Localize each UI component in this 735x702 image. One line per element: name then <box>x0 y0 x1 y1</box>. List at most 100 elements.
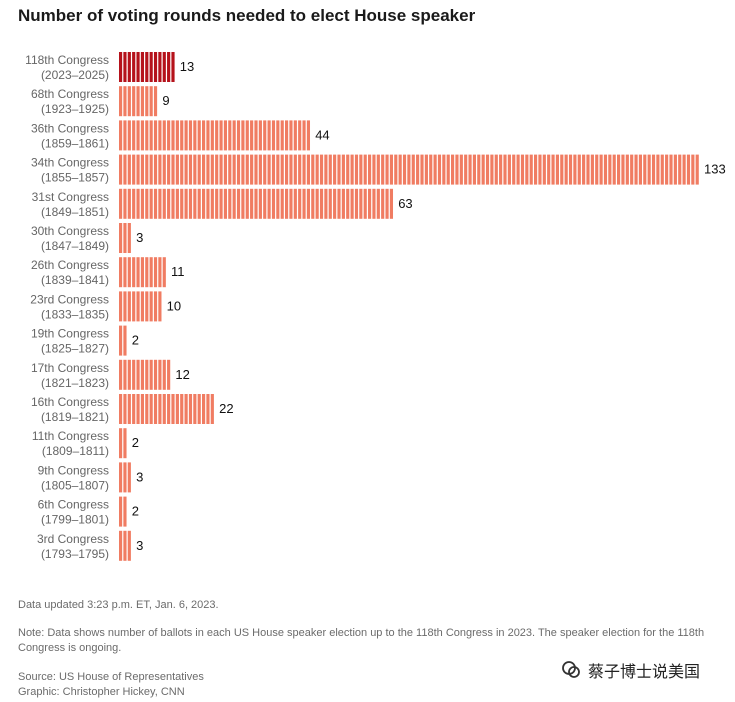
bar-segment <box>682 154 686 185</box>
bar-segment <box>149 359 153 390</box>
bar-segment <box>656 154 660 185</box>
bar-segment <box>158 154 162 185</box>
bar-segment <box>180 120 184 151</box>
bar-segment <box>547 154 551 185</box>
bar-segment <box>577 154 581 185</box>
bar-segment <box>149 257 153 288</box>
bar-segment <box>298 188 302 219</box>
bar-segment <box>228 154 232 185</box>
bar-segment <box>188 120 193 151</box>
bar-segment <box>245 188 249 219</box>
bar-segment <box>612 154 616 185</box>
bar-segment <box>516 154 520 185</box>
bar-segment <box>420 154 424 185</box>
bar-segment <box>162 188 166 219</box>
watermark-text: 蔡子博士说美国 <box>588 664 701 681</box>
bar-segment <box>298 120 302 151</box>
bar-segment <box>263 120 267 151</box>
bar <box>119 291 162 322</box>
bar-segment <box>638 154 643 185</box>
bar-segment <box>132 257 136 288</box>
bar-segment <box>149 291 153 322</box>
bar-segment <box>171 120 175 151</box>
bar-segment <box>333 154 337 185</box>
bar-segment <box>140 188 145 219</box>
bar-segment <box>481 154 485 185</box>
bar-segment <box>507 154 511 185</box>
bar-segment <box>258 120 262 151</box>
bar-segment <box>529 154 533 185</box>
bar-segment <box>193 154 197 185</box>
bar-segment <box>276 120 280 151</box>
bar-segment <box>254 188 258 219</box>
bar-segment <box>119 291 123 322</box>
bar-segment <box>437 154 442 185</box>
value-label: 2 <box>132 333 139 348</box>
bar-segment <box>551 154 555 185</box>
category-years-label: (1809–1811) <box>42 444 109 458</box>
bar-segment <box>210 154 214 185</box>
bar-segment <box>250 120 254 151</box>
bar-segment <box>236 188 241 219</box>
bar-segment <box>590 154 594 185</box>
bar-segment <box>241 188 245 219</box>
bar-segment <box>153 257 158 288</box>
bar <box>119 154 699 185</box>
bar-segment <box>123 359 127 390</box>
bar-segment <box>691 154 695 185</box>
category-label: 36th Congress <box>31 121 109 135</box>
bar-segment <box>669 154 673 185</box>
category-label: 23rd Congress <box>30 292 109 306</box>
category-years-label: (1849–1851) <box>41 205 109 219</box>
bar <box>119 325 127 356</box>
value-label: 2 <box>132 435 139 450</box>
value-label: 3 <box>136 230 143 245</box>
bar-segment <box>250 154 254 185</box>
bar-chart: 118th Congress(2023–2025) 13 68th Congress… <box>25 52 726 561</box>
category-years-label: (1839–1841) <box>41 273 109 287</box>
bar-segment <box>341 154 345 185</box>
bar-segment <box>368 188 372 219</box>
bar-segment <box>293 188 297 219</box>
bar-segment <box>158 120 162 151</box>
bar-segment <box>385 154 389 185</box>
bar-segment <box>202 154 206 185</box>
bar-segment <box>149 188 153 219</box>
bar-segment <box>228 188 232 219</box>
bar-segment <box>298 154 302 185</box>
bar-segment <box>311 154 315 185</box>
bar-segment <box>599 154 603 185</box>
bar-segment <box>617 154 621 185</box>
bar-segment <box>306 154 311 185</box>
bar-segment <box>525 154 529 185</box>
bar-segment <box>306 188 311 219</box>
bar <box>119 496 127 527</box>
bar-segment <box>184 154 188 185</box>
bar-segment <box>328 154 332 185</box>
bar-segment <box>477 154 481 185</box>
bar-segment <box>560 154 564 185</box>
bar-segment <box>158 257 162 288</box>
bar-segment <box>468 154 472 185</box>
bar-segment <box>324 188 328 219</box>
bar-segment <box>315 154 319 185</box>
bar-segment <box>206 154 210 185</box>
bar <box>119 188 394 219</box>
bar-segment <box>289 188 293 219</box>
bar-segment <box>180 188 184 219</box>
category-years-label: (1793–1795) <box>41 547 109 561</box>
category-years-label: (1821–1823) <box>41 376 109 390</box>
bar-segment <box>127 257 131 288</box>
bar-segment <box>289 154 293 185</box>
value-label: 22 <box>219 401 233 416</box>
bar-segment <box>333 188 337 219</box>
bar-segment <box>206 120 210 151</box>
bar-segment <box>119 52 123 82</box>
bar-segment <box>542 154 546 185</box>
bar-segment <box>376 188 380 219</box>
bar-segment <box>206 394 210 424</box>
bar-segment <box>582 154 586 185</box>
bar-segment <box>643 154 647 185</box>
bar <box>119 223 131 253</box>
bar-segment <box>228 120 232 151</box>
